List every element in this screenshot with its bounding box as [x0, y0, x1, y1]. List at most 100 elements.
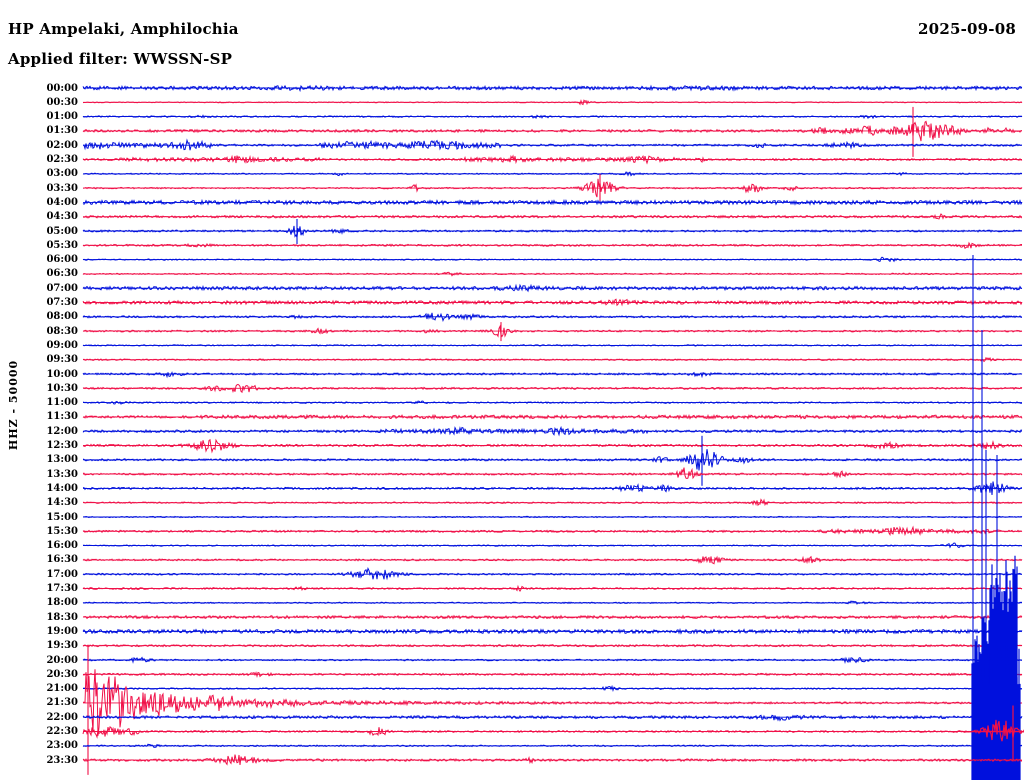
trace-path [82, 383, 1023, 394]
row-time-label: 21:30 [46, 697, 78, 709]
trace-path [82, 542, 1023, 549]
trace-path [82, 256, 1022, 263]
row-time-label: 17:00 [46, 568, 78, 580]
trace-path [82, 171, 1023, 177]
row-time-label: 05:30 [46, 239, 78, 251]
row-time-label: 16:30 [46, 554, 78, 566]
row-time-label: 10:30 [46, 382, 78, 394]
row-time-label: 21:00 [46, 683, 78, 695]
trace-path [82, 225, 1023, 240]
row-time-label: 01:30 [46, 125, 78, 137]
row-time-label: 04:30 [46, 211, 78, 223]
row-time-label: 20:30 [46, 668, 78, 680]
trace-path [82, 324, 1023, 338]
row-time-label: 09:00 [46, 339, 78, 351]
row-time-label: 13:00 [46, 454, 78, 466]
row-time-label: 11:30 [46, 411, 78, 423]
trace-path [82, 525, 1023, 537]
row-time-label: 11:00 [46, 397, 78, 409]
trace-path [82, 671, 1023, 678]
row-time-label: 22:00 [46, 711, 78, 723]
row-time-label: 08:30 [46, 325, 78, 337]
row-time-label: 18:30 [46, 611, 78, 623]
trace-path [82, 614, 1023, 620]
row-time-label: 13:30 [46, 468, 78, 480]
row-time-label: 12:30 [46, 440, 78, 451]
row-time-label: 10:00 [46, 368, 78, 380]
row-time-label: 18:00 [46, 597, 78, 609]
trace-path [82, 371, 1023, 379]
trace-path [82, 178, 1023, 198]
trace-path [82, 449, 1023, 471]
row-time-label: 09:30 [46, 354, 78, 366]
trace-path [82, 312, 1023, 322]
row-time-label: 01:00 [46, 111, 78, 123]
trace-path [82, 669, 1023, 736]
trace-path [82, 714, 1023, 722]
trace-path [82, 283, 1023, 293]
row-time-label: 20:00 [46, 654, 78, 666]
trace-path [82, 754, 1023, 766]
row-time-label: 17:30 [46, 583, 78, 594]
row-time-label: 14:30 [46, 497, 78, 509]
row-time-label: 19:30 [46, 640, 78, 652]
row-time-label: 14:00 [46, 482, 78, 494]
row-time-label: 05:00 [46, 225, 78, 237]
row-time-label: 06:00 [46, 254, 78, 266]
trace-path [82, 356, 1023, 363]
trace-path [82, 555, 1023, 565]
trace-path [82, 567, 1023, 581]
trace-path [82, 154, 1023, 165]
trace-path [82, 271, 1023, 277]
trace-path [82, 656, 1023, 664]
row-time-label: 07:30 [46, 297, 78, 308]
station-title: HP Ampelaki, Amphilochia [8, 20, 239, 38]
trace-path [82, 298, 1023, 307]
trace-path [82, 743, 1023, 748]
row-time-label: 15:00 [46, 511, 78, 523]
trace-path [82, 425, 1023, 437]
row-time-label: 00:30 [46, 96, 78, 108]
trace-path [82, 627, 1023, 635]
trace-path [82, 498, 1023, 507]
trace-path [82, 198, 1023, 206]
row-time-label: 22:30 [46, 726, 78, 737]
trace-path [82, 467, 1023, 480]
trace-path [82, 584, 1023, 592]
row-time-label: 15:30 [46, 525, 78, 537]
row-time-label: 00:00 [46, 82, 78, 94]
row-time-label: 03:00 [46, 168, 78, 180]
trace-path [82, 213, 1023, 220]
row-time-label: 23:00 [46, 740, 78, 752]
trace-path [82, 438, 1023, 454]
trace-path [954, 719, 1024, 742]
date-label: 2025-09-08 [918, 20, 1016, 38]
trace-path [82, 726, 1023, 739]
trace-path [82, 114, 1023, 120]
trace-path [82, 413, 1023, 421]
trace-path [82, 600, 1023, 605]
row-time-label: 02:30 [46, 154, 78, 165]
filter-label: Applied filter: WWSSN-SP [8, 50, 233, 68]
trace-path [82, 241, 1022, 249]
row-time-label: 23:30 [46, 754, 78, 766]
trace-path [83, 515, 1023, 519]
trace-path [82, 400, 1022, 405]
row-time-label: 12:00 [46, 425, 78, 437]
row-time-label: 03:30 [46, 182, 78, 194]
trace-path [82, 84, 1023, 93]
row-time-label: 19:00 [46, 625, 78, 637]
trace-path [82, 344, 1023, 347]
row-time-label: 04:00 [46, 196, 78, 208]
trace-path [82, 481, 1022, 496]
row-time-label: 02:00 [46, 139, 78, 151]
row-time-label: 16:00 [46, 540, 78, 552]
row-time-label: 08:00 [46, 311, 78, 323]
row-time-label: 07:00 [46, 282, 78, 294]
trace-path [83, 138, 1023, 151]
trace-path [82, 643, 1023, 648]
trace-path [82, 99, 1023, 106]
trace-path [83, 684, 1023, 693]
